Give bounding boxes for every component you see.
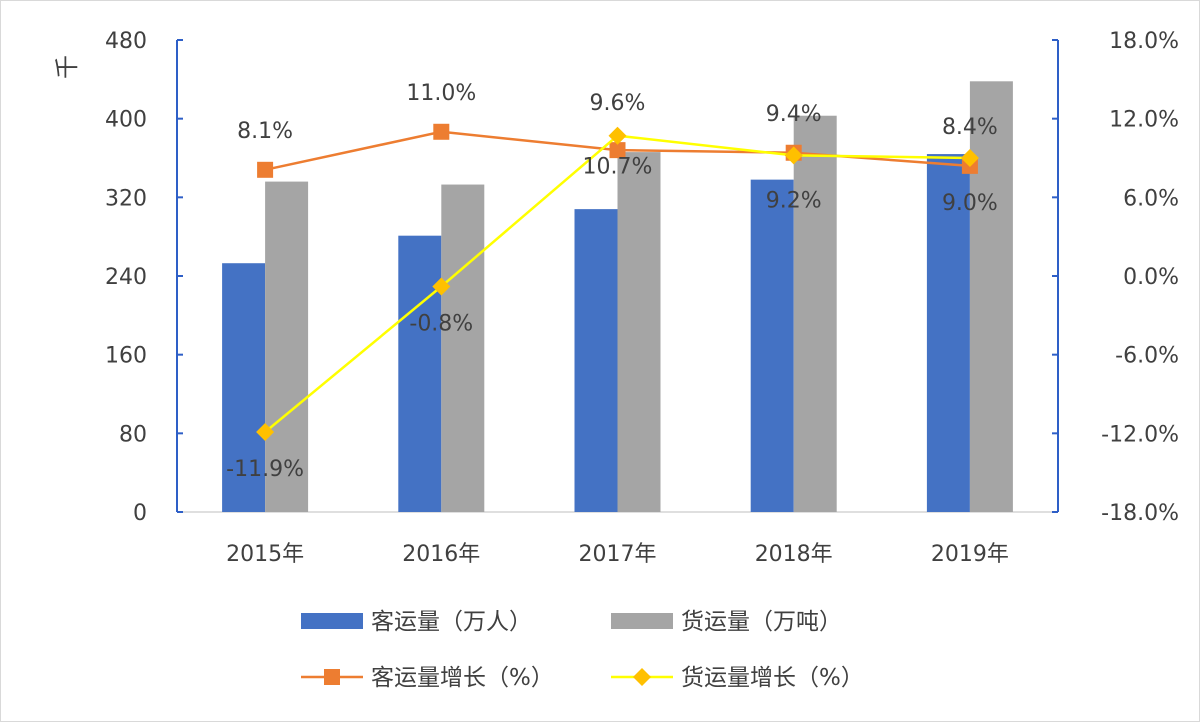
marker-diamond — [256, 423, 275, 442]
data-label: 9.6% — [590, 91, 646, 116]
right-tick-label: 12.0% — [1109, 108, 1179, 133]
marker-square — [609, 142, 626, 159]
legend-marker-square — [324, 669, 340, 685]
data-label: 10.7% — [583, 155, 653, 180]
right-tick-label: 6.0% — [1123, 186, 1179, 211]
left-tick-label: 240 — [105, 265, 147, 290]
data-label: 9.4% — [766, 102, 822, 127]
left-tick-label: 320 — [105, 186, 147, 211]
right-tick-label: -6.0% — [1115, 344, 1179, 369]
legend-label: 客运量（万人） — [371, 609, 532, 635]
x-tick-label: 2019年 — [931, 542, 1009, 567]
x-tick-label: 2017年 — [579, 542, 657, 567]
data-label: 9.0% — [942, 191, 998, 216]
x-tick-label: 2018年 — [755, 542, 833, 567]
marker-diamond — [432, 277, 451, 296]
data-label: -0.8% — [409, 311, 473, 336]
left-tick-label: 480 — [105, 29, 147, 54]
marker-diamond — [608, 126, 627, 145]
left-axis-unit-label: 千 — [53, 55, 81, 79]
bar-passenger — [926, 154, 970, 513]
bar-freight — [793, 115, 837, 512]
data-label: 8.1% — [237, 119, 293, 144]
x-tick-label: 2016年 — [402, 542, 480, 567]
right-tick-label: -12.0% — [1101, 422, 1179, 447]
marker-square — [257, 161, 274, 178]
marker-square — [433, 123, 450, 140]
legend-marker-diamond — [633, 668, 651, 686]
legend-label: 货运量（万吨） — [681, 609, 842, 635]
left-tick-label: 160 — [105, 344, 147, 369]
right-tick-label: -18.0% — [1101, 501, 1179, 526]
bar-passenger — [750, 179, 794, 512]
right-tick-label: 18.0% — [1109, 29, 1179, 54]
left-tick-label: 80 — [119, 422, 147, 447]
legend-label: 货运量增长（%） — [681, 665, 864, 691]
data-label: 11.0% — [406, 81, 476, 106]
left-tick-label: 0 — [133, 501, 147, 526]
x-tick-label: 2015年 — [226, 542, 304, 567]
bar-freight — [617, 152, 661, 512]
data-label: -11.9% — [226, 457, 304, 482]
legend-swatch — [611, 613, 673, 629]
data-label: 9.2% — [766, 188, 822, 213]
bar-passenger — [574, 209, 618, 512]
bar-freight — [441, 184, 485, 513]
bar-freight — [265, 181, 309, 512]
bar-passenger — [222, 263, 266, 512]
left-tick-label: 400 — [105, 108, 147, 133]
marker-diamond — [784, 146, 803, 165]
marker-diamond — [960, 149, 979, 167]
data-label: 8.4% — [942, 115, 998, 140]
legend-swatch — [301, 613, 363, 629]
bar-passenger — [398, 235, 442, 512]
legend-label: 客运量增长（%） — [371, 665, 554, 691]
bar-freight — [969, 81, 1013, 513]
right-tick-label: 0.0% — [1123, 265, 1179, 290]
